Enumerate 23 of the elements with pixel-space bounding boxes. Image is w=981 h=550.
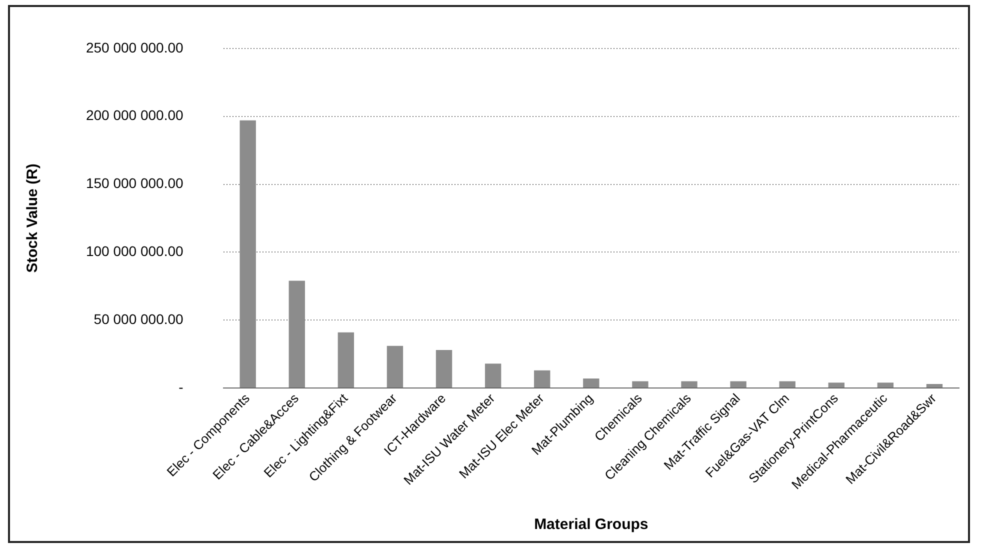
bar	[583, 378, 600, 388]
y-tick-label: 250 000 000.00	[86, 39, 184, 56]
bar	[779, 381, 796, 388]
y-tick-label: 50 000 000.00	[94, 310, 184, 327]
bar	[534, 370, 550, 388]
bar	[386, 346, 404, 388]
bar	[288, 280, 305, 388]
bar	[240, 120, 256, 388]
y-axis-title: Stock Value (R)	[24, 164, 42, 273]
bar	[484, 364, 502, 388]
bar	[877, 382, 894, 388]
y-tick-label: 200 000 000.00	[86, 107, 184, 124]
bar	[828, 382, 844, 388]
y-tick-label: 100 000 000.00	[86, 243, 184, 260]
x-axis-title: Material Groups	[534, 516, 648, 534]
bar	[926, 384, 943, 388]
bar	[436, 350, 452, 388]
bar	[632, 381, 648, 388]
bar	[681, 381, 698, 388]
y-tick-label: -	[178, 378, 184, 395]
y-tick-label: 150 000 000.00	[86, 175, 184, 192]
bar	[730, 381, 746, 388]
bar	[338, 332, 354, 388]
